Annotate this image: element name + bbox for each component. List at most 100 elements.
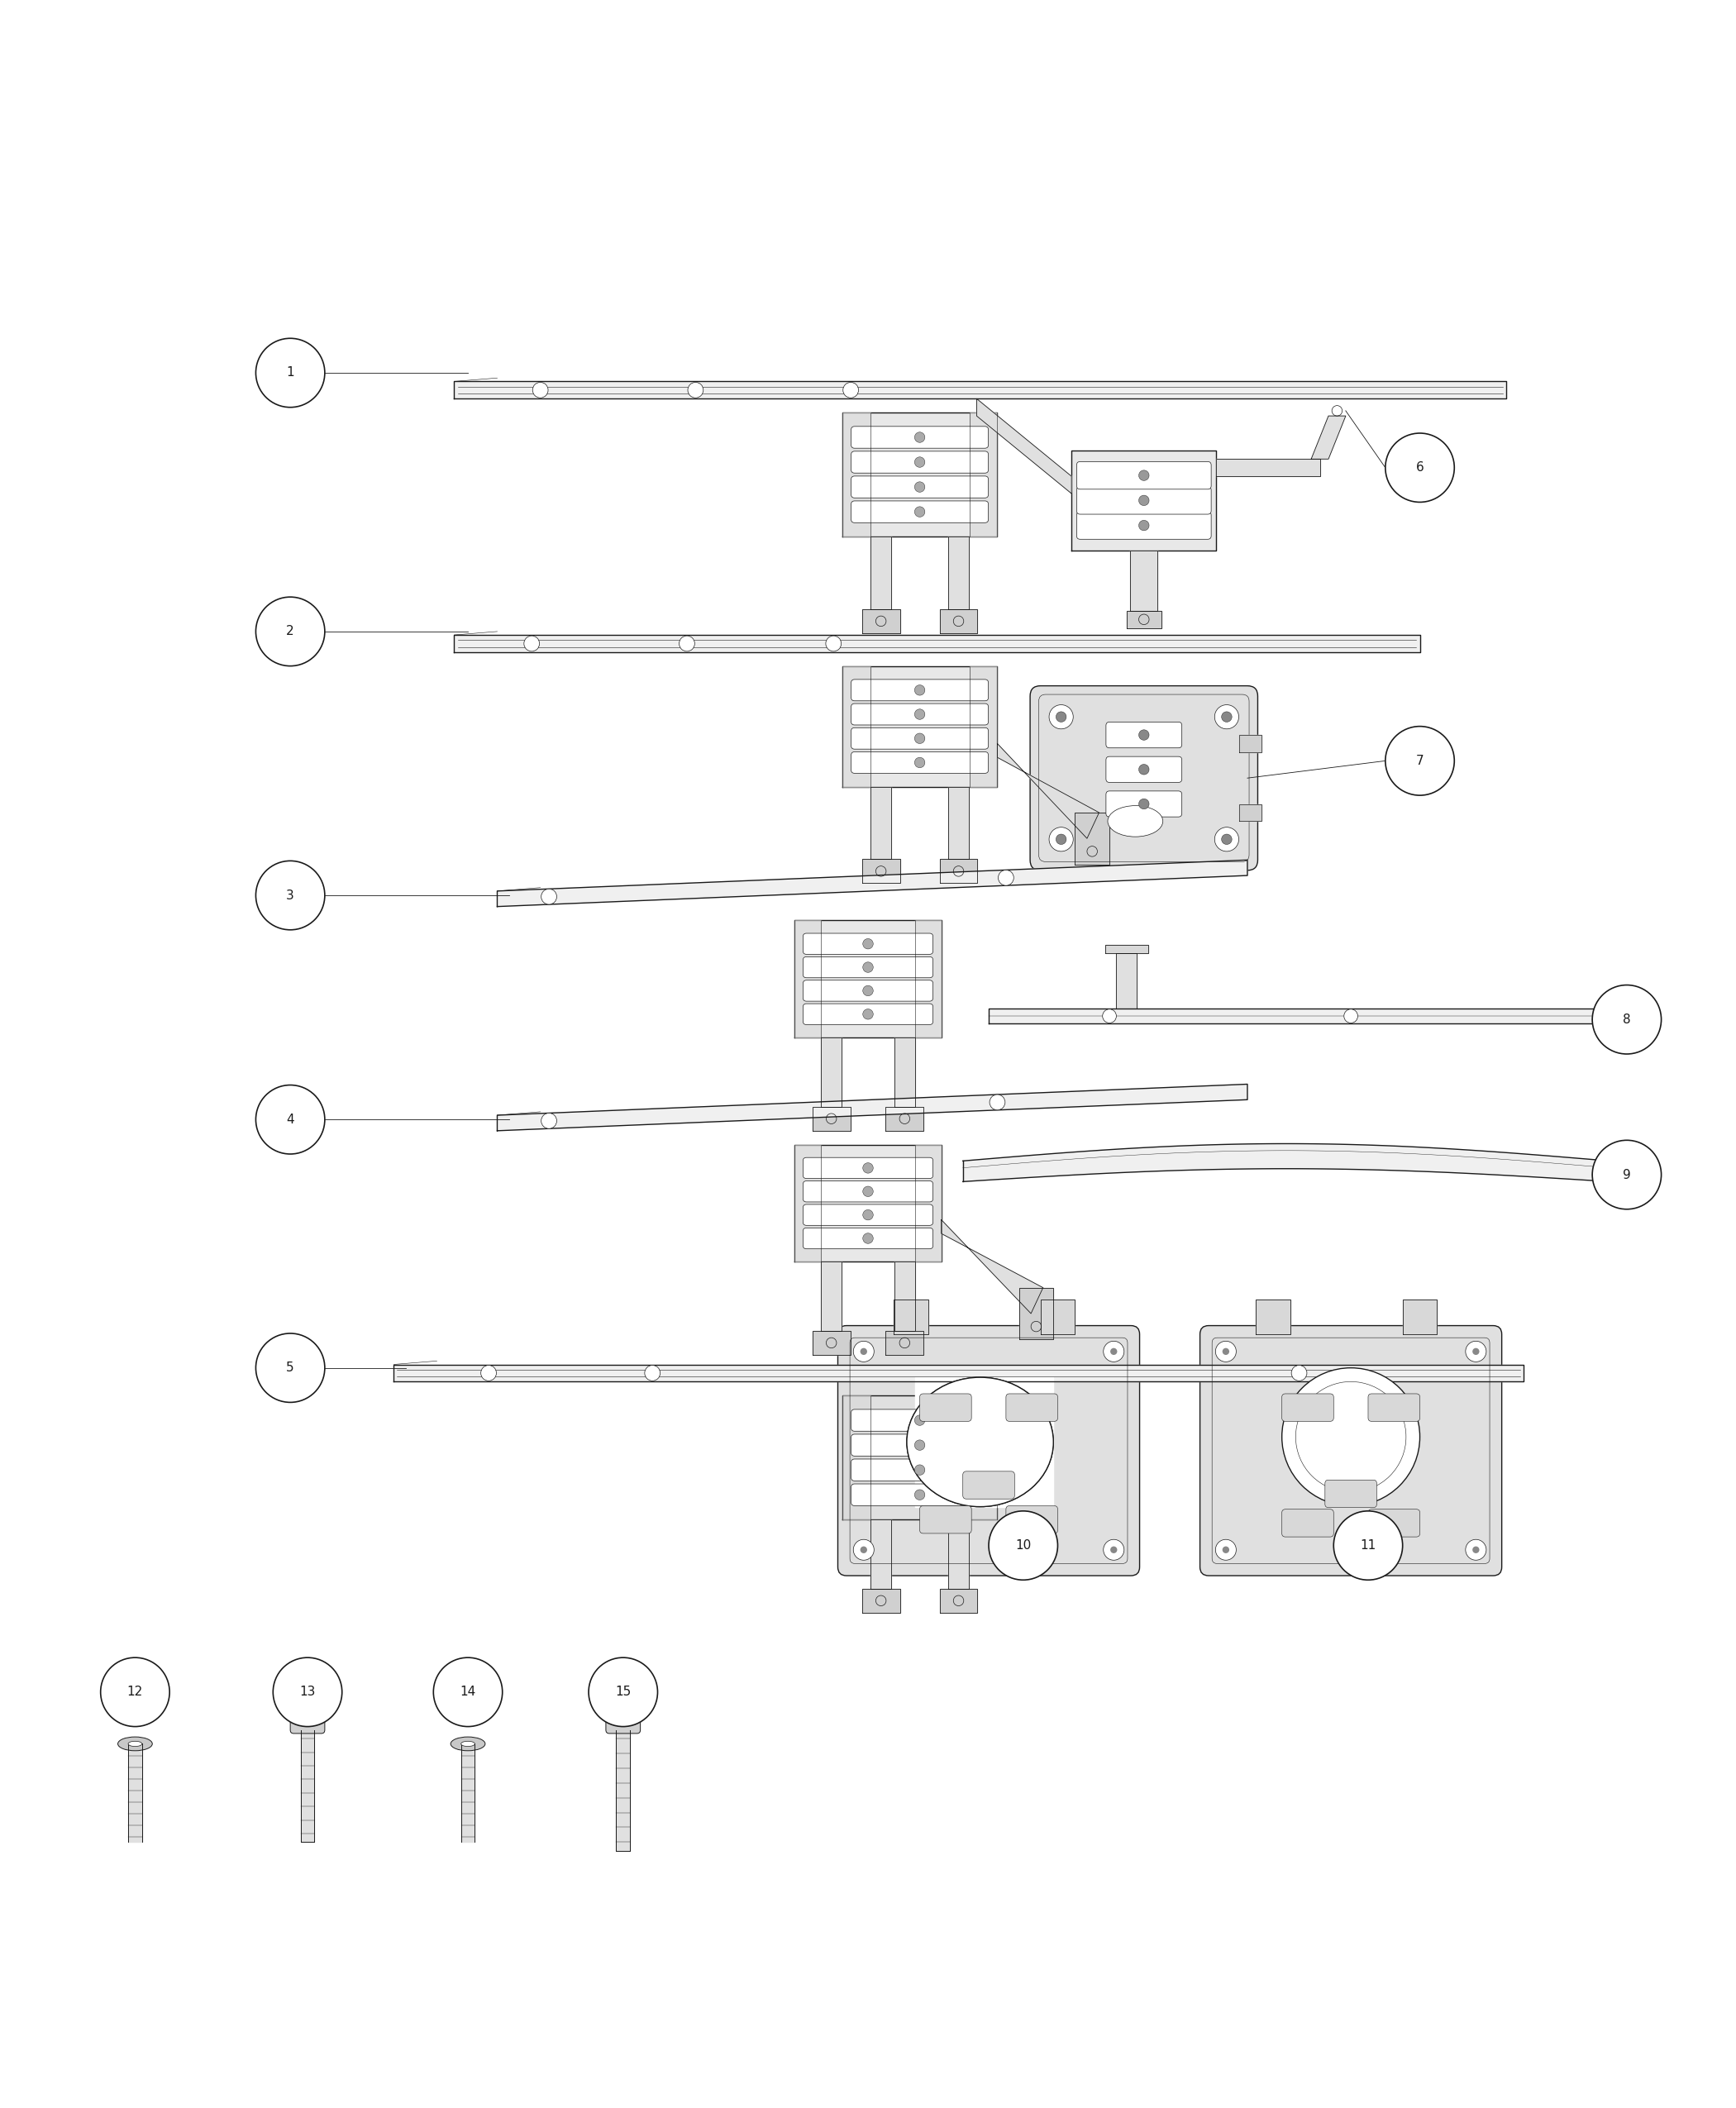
Ellipse shape (462, 1741, 476, 1745)
Ellipse shape (906, 1377, 1054, 1507)
Polygon shape (1130, 550, 1158, 611)
Polygon shape (948, 538, 969, 609)
Circle shape (863, 1010, 873, 1020)
Circle shape (273, 1657, 342, 1726)
Circle shape (434, 1657, 502, 1726)
Text: 5: 5 (286, 1362, 295, 1374)
FancyBboxPatch shape (1200, 1326, 1502, 1575)
Circle shape (998, 871, 1014, 885)
Polygon shape (969, 666, 998, 786)
FancyBboxPatch shape (920, 1393, 972, 1421)
Polygon shape (885, 1330, 924, 1355)
FancyBboxPatch shape (1106, 790, 1182, 818)
Polygon shape (300, 1731, 314, 1842)
Text: 2: 2 (286, 626, 295, 639)
FancyBboxPatch shape (851, 1433, 988, 1457)
Polygon shape (795, 1145, 941, 1263)
FancyBboxPatch shape (1076, 512, 1212, 540)
Circle shape (1104, 1539, 1125, 1560)
Ellipse shape (128, 1741, 142, 1745)
Circle shape (1215, 1341, 1236, 1362)
Polygon shape (990, 1008, 1609, 1024)
Polygon shape (842, 413, 998, 538)
Circle shape (1139, 799, 1149, 809)
Circle shape (255, 1334, 325, 1402)
Circle shape (1465, 1539, 1486, 1560)
Polygon shape (842, 413, 870, 538)
Circle shape (101, 1657, 170, 1726)
FancyBboxPatch shape (920, 1505, 972, 1533)
Circle shape (1049, 826, 1073, 852)
Polygon shape (915, 1145, 941, 1263)
Polygon shape (795, 921, 821, 1037)
Polygon shape (1106, 944, 1147, 953)
FancyBboxPatch shape (1005, 1505, 1057, 1533)
Polygon shape (870, 1520, 891, 1589)
Polygon shape (977, 398, 1071, 493)
Circle shape (1385, 432, 1455, 502)
Circle shape (1222, 1347, 1229, 1355)
Polygon shape (863, 860, 899, 883)
Polygon shape (812, 1107, 851, 1130)
Text: 14: 14 (460, 1686, 476, 1699)
Circle shape (1472, 1547, 1479, 1554)
Polygon shape (870, 538, 891, 609)
Circle shape (644, 1366, 660, 1381)
Circle shape (255, 860, 325, 930)
Circle shape (1292, 1366, 1307, 1381)
Circle shape (1215, 826, 1240, 852)
Circle shape (915, 483, 925, 491)
Circle shape (1465, 1341, 1486, 1362)
Circle shape (1139, 765, 1149, 774)
Polygon shape (969, 1395, 998, 1520)
Circle shape (255, 597, 325, 666)
Polygon shape (455, 382, 1507, 398)
Polygon shape (128, 1743, 142, 1842)
Polygon shape (915, 921, 941, 1037)
Polygon shape (812, 1330, 851, 1355)
Circle shape (1222, 713, 1233, 723)
Circle shape (990, 1094, 1005, 1111)
Circle shape (1139, 729, 1149, 740)
Circle shape (915, 457, 925, 468)
Circle shape (915, 734, 925, 744)
Circle shape (1344, 1010, 1358, 1022)
Circle shape (1472, 1347, 1479, 1355)
Polygon shape (870, 786, 891, 860)
Text: 1: 1 (286, 367, 295, 379)
Circle shape (861, 1547, 868, 1554)
Circle shape (1215, 704, 1240, 729)
Circle shape (1102, 1010, 1116, 1022)
Circle shape (863, 938, 873, 949)
Polygon shape (1019, 1288, 1054, 1339)
Polygon shape (948, 786, 969, 860)
Circle shape (915, 685, 925, 696)
Polygon shape (1240, 736, 1260, 753)
Circle shape (255, 1086, 325, 1153)
Circle shape (1385, 727, 1455, 795)
Circle shape (863, 961, 873, 972)
Text: 7: 7 (1417, 755, 1424, 767)
Polygon shape (939, 860, 977, 883)
Circle shape (915, 432, 925, 443)
FancyBboxPatch shape (1106, 723, 1182, 748)
Circle shape (679, 637, 694, 651)
Ellipse shape (451, 1737, 484, 1752)
FancyBboxPatch shape (804, 1227, 932, 1248)
Circle shape (1333, 1511, 1403, 1581)
FancyBboxPatch shape (851, 727, 988, 748)
Circle shape (861, 1347, 868, 1355)
Polygon shape (1240, 803, 1260, 822)
Polygon shape (1040, 1301, 1075, 1334)
Polygon shape (821, 1037, 842, 1107)
Circle shape (589, 1657, 658, 1726)
Ellipse shape (1108, 805, 1163, 837)
Text: 3: 3 (286, 890, 295, 902)
Polygon shape (894, 1301, 929, 1334)
Circle shape (481, 1366, 496, 1381)
Polygon shape (915, 1377, 1054, 1507)
FancyBboxPatch shape (1368, 1393, 1420, 1421)
FancyBboxPatch shape (851, 753, 988, 774)
Polygon shape (616, 1731, 630, 1851)
Circle shape (1139, 495, 1149, 506)
